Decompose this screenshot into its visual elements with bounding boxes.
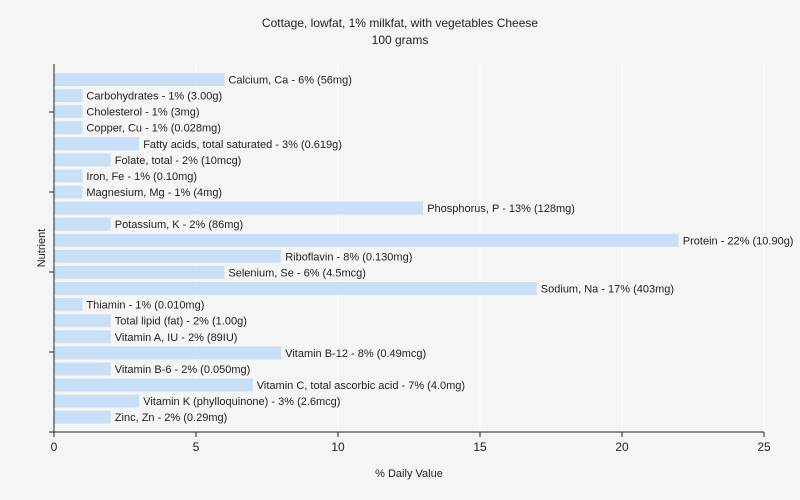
bar-label: Potassium, K - 2% (86mg) bbox=[115, 219, 243, 231]
bar bbox=[54, 169, 83, 183]
bar-label: Vitamin K (phylloquinone) - 3% (2.6mcg) bbox=[143, 396, 340, 408]
gridlines bbox=[195, 64, 765, 432]
bar-label: Cholesterol - 1% (3mg) bbox=[86, 107, 199, 119]
bar-label: Selenium, Se - 6% (4.5mcg) bbox=[228, 267, 366, 279]
y-axis-title: Nutrient bbox=[36, 229, 48, 268]
chart-subtitle: 100 grams bbox=[372, 33, 429, 47]
axes: 0 5 10 15 20 25 bbox=[49, 64, 771, 454]
bar-label: Protein - 22% (10.90g) bbox=[683, 235, 794, 247]
x-tick-label: 20 bbox=[615, 440, 629, 454]
x-tick-label: 25 bbox=[757, 440, 771, 454]
bar-label: Riboflavin - 8% (0.130mg) bbox=[285, 251, 412, 263]
bar bbox=[54, 298, 83, 312]
bar bbox=[54, 410, 111, 424]
bar-label: Thiamin - 1% (0.010mg) bbox=[86, 300, 204, 312]
bar bbox=[54, 314, 111, 328]
bar bbox=[54, 185, 83, 199]
bar-label: Vitamin A, IU - 2% (89IU) bbox=[115, 332, 238, 344]
bar bbox=[54, 282, 537, 296]
bar bbox=[54, 249, 282, 263]
bar bbox=[54, 73, 225, 86]
bar-label: Sodium, Na - 17% (403mg) bbox=[541, 284, 674, 296]
bar-label: Folate, total - 2% (10mcg) bbox=[115, 155, 242, 167]
bar bbox=[54, 394, 140, 408]
x-tick-label: 15 bbox=[473, 440, 487, 454]
chart-title: Cottage, lowfat, 1% milkfat, with vegeta… bbox=[262, 16, 538, 30]
bar bbox=[54, 153, 111, 167]
bar bbox=[54, 233, 679, 247]
x-tick-label: 0 bbox=[51, 440, 58, 454]
bar-label: Magnesium, Mg - 1% (4mg) bbox=[86, 187, 222, 199]
bars: Calcium, Ca - 6% (56mg) Carbohydrates - 1… bbox=[54, 73, 793, 424]
bar-label: Carbohydrates - 1% (3.00g) bbox=[86, 91, 222, 103]
bar bbox=[54, 330, 111, 344]
bar bbox=[54, 217, 111, 231]
bar-label: Iron, Fe - 1% (0.10mg) bbox=[86, 171, 197, 183]
bar-label: Vitamin B-6 - 2% (0.050mg) bbox=[115, 364, 251, 376]
bar-label: Total lipid (fat) - 2% (1.00g) bbox=[115, 316, 247, 328]
bar bbox=[54, 346, 282, 360]
x-axis-title: % Daily Value bbox=[375, 468, 443, 480]
bar bbox=[54, 201, 424, 215]
bar bbox=[54, 378, 253, 392]
bar bbox=[54, 89, 83, 103]
bar bbox=[54, 105, 83, 119]
bar-label: Vitamin C, total ascorbic acid - 7% (4.0… bbox=[257, 380, 465, 392]
x-tick-label: 5 bbox=[193, 440, 200, 454]
bar bbox=[54, 137, 140, 151]
bar bbox=[54, 121, 83, 135]
bar bbox=[54, 362, 111, 376]
bar bbox=[54, 265, 225, 279]
bar-label: Phosphorus, P - 13% (128mg) bbox=[427, 203, 575, 215]
bar-label: Calcium, Ca - 6% (56mg) bbox=[228, 75, 351, 87]
bar-label: Zinc, Zn - 2% (0.29mg) bbox=[115, 412, 227, 424]
x-tick-label: 10 bbox=[331, 440, 345, 454]
bar-label: Fatty acids, total saturated - 3% (0.619… bbox=[143, 139, 342, 151]
bar-label: Copper, Cu - 1% (0.028mg) bbox=[86, 123, 221, 135]
bar-label: Vitamin B-12 - 8% (0.49mcg) bbox=[285, 348, 426, 360]
